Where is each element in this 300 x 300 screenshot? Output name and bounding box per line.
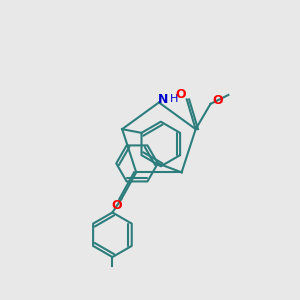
Text: H: H — [169, 94, 178, 104]
Text: O: O — [213, 94, 223, 107]
Text: N: N — [158, 93, 169, 106]
Text: O: O — [176, 88, 186, 101]
Text: O: O — [112, 199, 122, 212]
